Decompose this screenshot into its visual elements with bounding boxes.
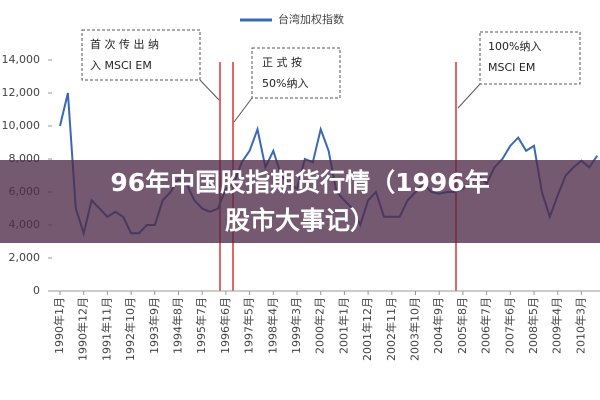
x-tick-label: 2003年10月 [408,297,422,361]
title-line: 96年中国股指期货行情（1996年 [110,168,490,197]
x-tick-label: 1995年7月 [194,297,208,354]
x-tick-label: 1991年11月 [99,297,113,361]
x-tick-label: 1990年12月 [76,297,90,361]
y-tick-label: 14,000 [2,53,41,66]
annotation-text: MSCI EM [488,61,535,74]
x-tick-label: 1993年9月 [147,297,161,354]
x-tick-label: 2006年7月 [479,297,493,354]
x-tick-label: 1992年10月 [123,297,137,361]
annotation-pointer [199,79,220,101]
y-tick-label: 0 [33,284,40,297]
x-tick-label: 2009年4月 [550,297,564,354]
x-tick-label: 2001年1月 [336,297,350,354]
x-tick-label: 1996年6月 [218,297,232,354]
x-tick-label: 2004年9月 [431,297,445,354]
x-tick-label: 2005年8月 [455,297,469,354]
x-tick-label: 2002年11月 [384,297,398,361]
annotation-box [251,47,341,99]
x-tick-label: 2001年12月 [360,297,374,361]
annotation-text: 入 MSCI EM [90,59,152,72]
annotation-text: 首 次 传 出 纳 [90,37,159,51]
x-tick-label: 2008年5月 [526,297,540,354]
y-tick-label: 12,000 [2,86,41,99]
annotation-box [479,31,581,85]
title-line: 股市大事记） [224,206,375,235]
x-tick-label: 1998年4月 [265,297,279,354]
x-tick-label: 1997年5月 [242,297,256,354]
annotation-pointer [233,97,253,123]
annotation-text: 正 式 按 [262,55,302,69]
annotation-text: 50%纳入 [262,77,308,90]
x-tick-label: 1994年8月 [171,297,185,354]
title-banner: 96年中国股指期货行情（1996年 股市大事记） [0,160,600,243]
annotation-pointer [457,83,481,109]
x-tick-label: 1990年1月 [52,297,66,354]
y-tick-label: 10,000 [2,119,41,132]
x-tick-label: 2007年6月 [502,297,516,354]
x-tick-label: 2010年3月 [573,297,587,354]
x-tick-label: 2000年2月 [313,297,327,354]
legend-label: 台湾加权指数 [278,12,344,26]
y-tick-label: 2,000 [9,251,41,264]
x-tick-label: 1999年3月 [289,297,303,354]
annotation-box [81,29,201,81]
annotation-text: 100%纳入 [488,40,541,53]
